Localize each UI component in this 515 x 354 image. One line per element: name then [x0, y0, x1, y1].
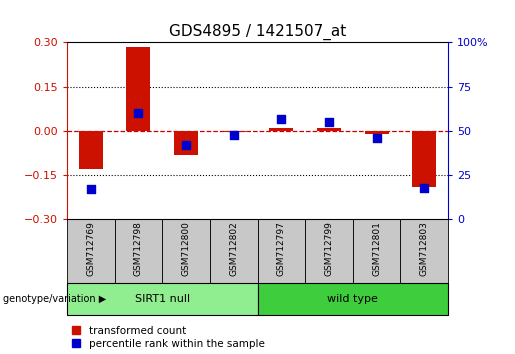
Text: GSM712797: GSM712797 — [277, 221, 286, 276]
Bar — [174, 131, 198, 155]
Text: GSM712801: GSM712801 — [372, 221, 381, 276]
Text: GSM712800: GSM712800 — [182, 221, 191, 276]
Bar — [127, 47, 150, 131]
Point — [230, 132, 238, 137]
Bar — [67, 283, 258, 315]
Bar — [413, 131, 436, 187]
Bar — [269, 128, 293, 131]
Bar — [79, 131, 102, 169]
Bar — [114, 219, 162, 283]
Bar — [401, 219, 448, 283]
Point — [134, 110, 143, 116]
Bar — [210, 219, 258, 283]
Text: genotype/variation ▶: genotype/variation ▶ — [3, 294, 106, 304]
Point — [277, 116, 285, 121]
Point — [420, 185, 428, 190]
Text: GSM712802: GSM712802 — [229, 221, 238, 276]
Bar — [305, 219, 353, 283]
Text: GSM712803: GSM712803 — [420, 221, 428, 276]
Point — [87, 187, 95, 192]
Point — [325, 119, 333, 125]
Point — [372, 135, 381, 141]
Bar — [67, 219, 115, 283]
Bar — [222, 131, 246, 132]
Bar — [365, 131, 388, 134]
Text: GSM712769: GSM712769 — [87, 221, 95, 276]
Bar — [258, 219, 305, 283]
Text: SIRT1 null: SIRT1 null — [134, 294, 190, 304]
Title: GDS4895 / 1421507_at: GDS4895 / 1421507_at — [169, 23, 346, 40]
Bar — [258, 283, 448, 315]
Bar — [317, 128, 341, 131]
Text: wild type: wild type — [328, 294, 378, 304]
Text: GSM712798: GSM712798 — [134, 221, 143, 276]
Legend: transformed count, percentile rank within the sample: transformed count, percentile rank withi… — [72, 326, 265, 349]
Point — [182, 142, 190, 148]
Bar — [162, 219, 210, 283]
Bar — [353, 219, 401, 283]
Text: GSM712799: GSM712799 — [324, 221, 333, 276]
